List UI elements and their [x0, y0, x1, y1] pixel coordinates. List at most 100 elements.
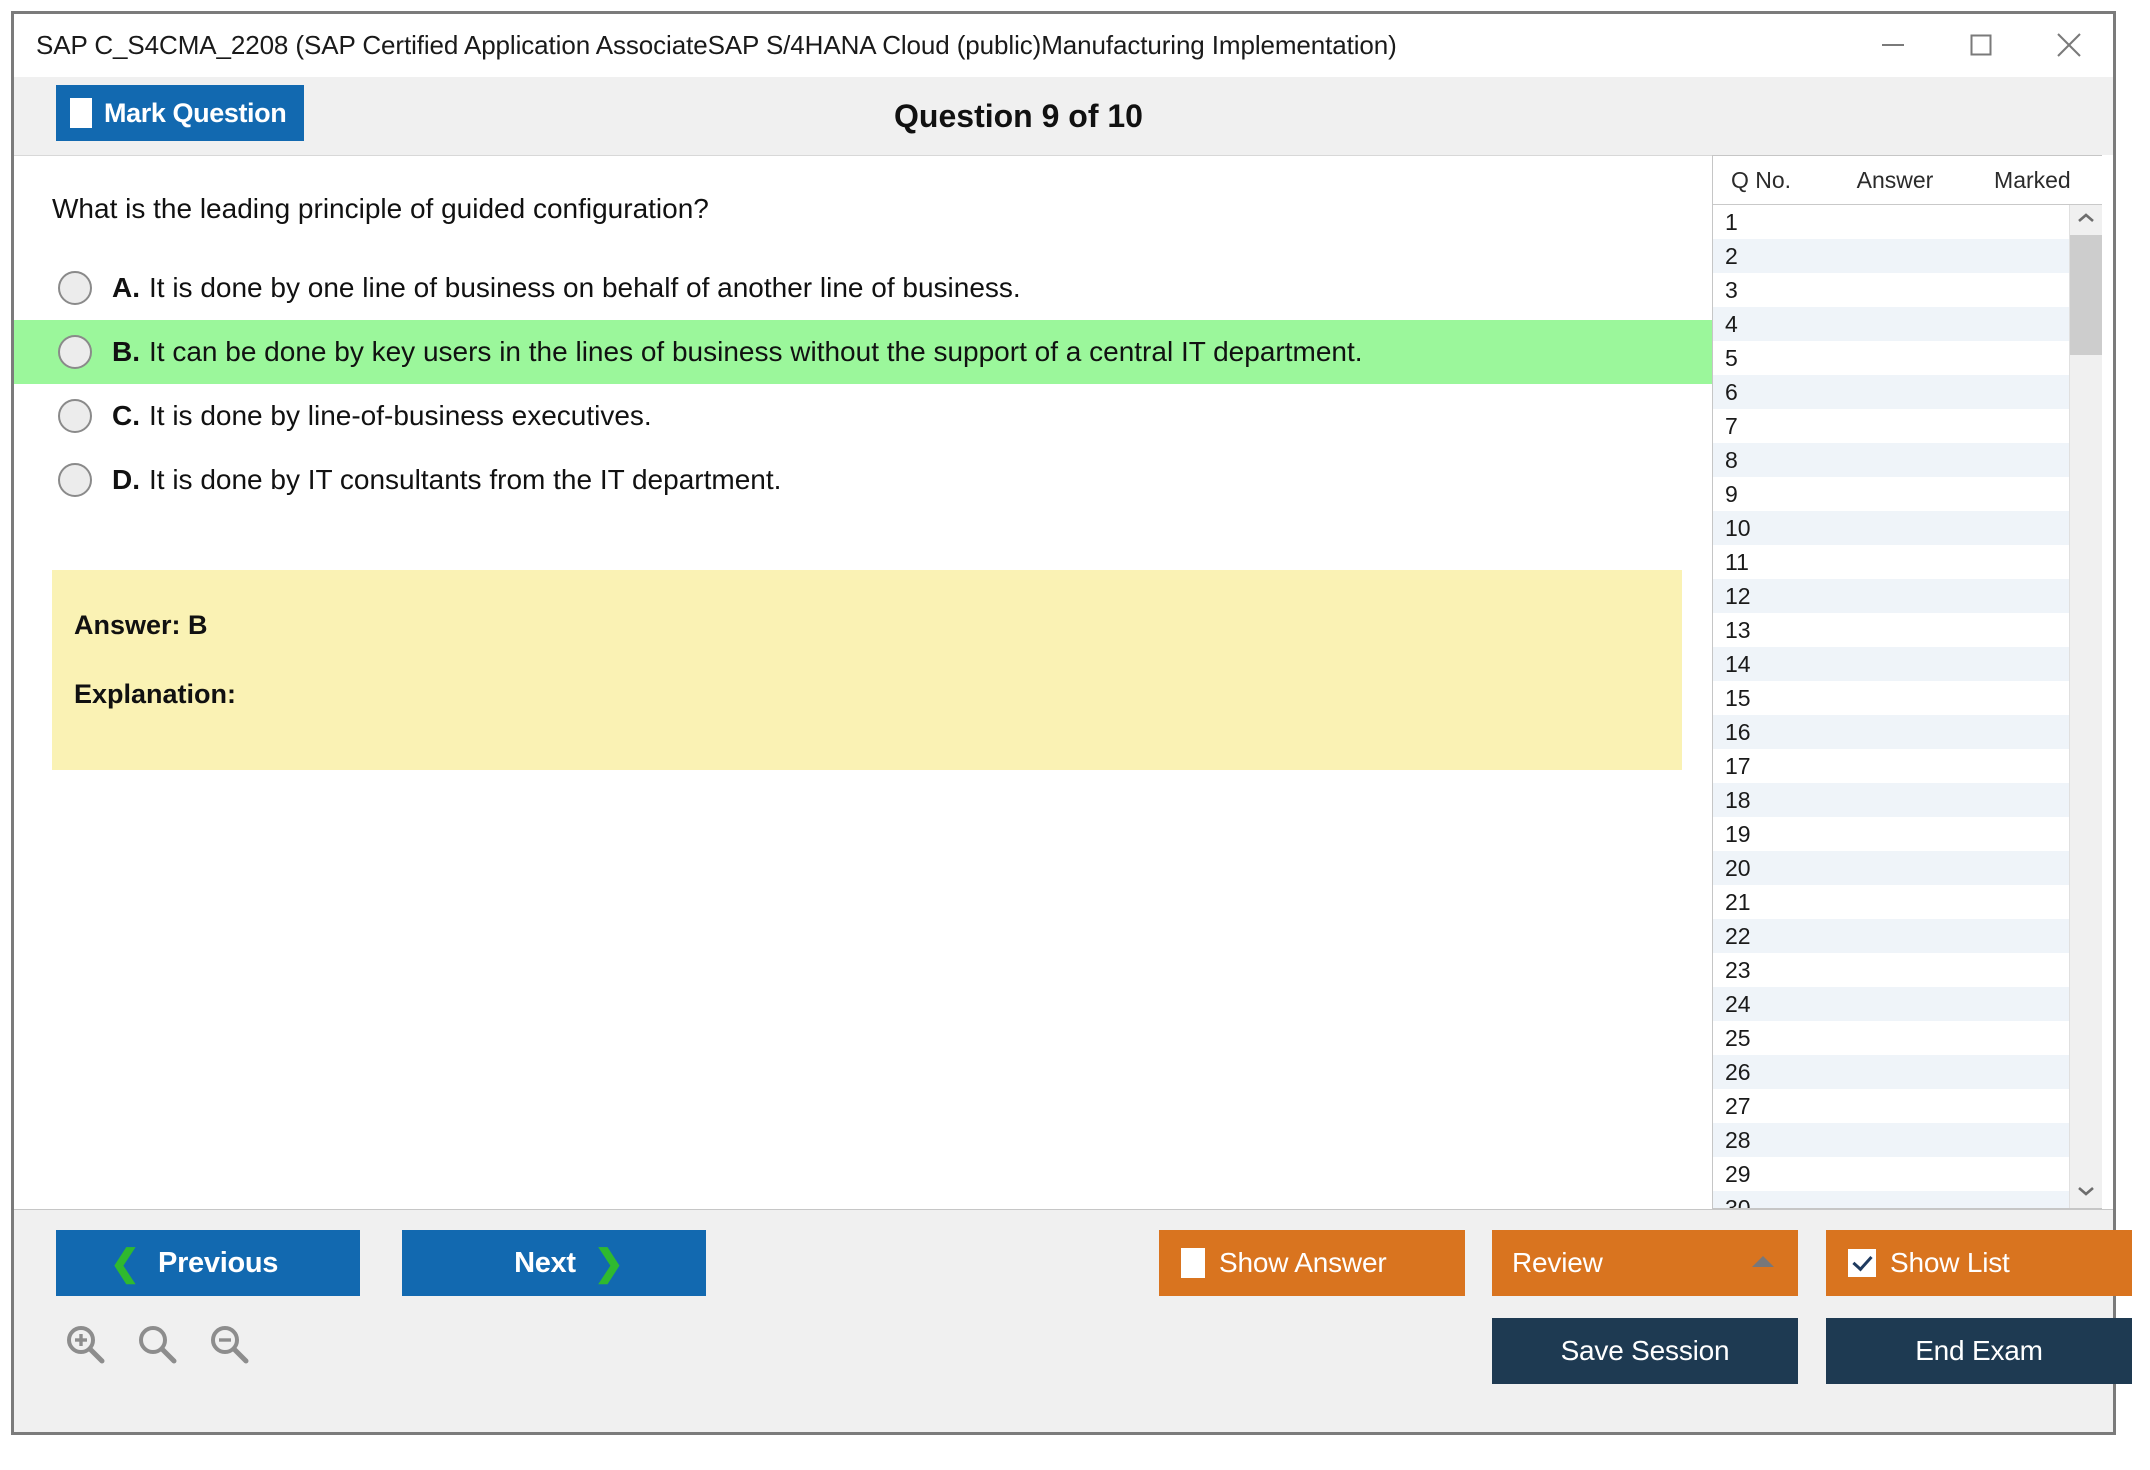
question-list-row[interactable]: 7 [1713, 409, 2069, 443]
maximize-icon [1969, 33, 1993, 57]
question-list-row[interactable]: 2 [1713, 239, 2069, 273]
mark-question-label: Mark Question [104, 97, 287, 128]
answer-option-a[interactable]: A. It is done by one line of business on… [14, 256, 1712, 320]
mark-question-checkbox-icon[interactable] [70, 98, 92, 128]
show-answer-label: Show Answer [1219, 1247, 1387, 1278]
question-list-row-number: 3 [1725, 276, 1738, 303]
show-list-button[interactable]: Show List [1826, 1230, 2132, 1296]
question-list-row[interactable]: 4 [1713, 307, 2069, 341]
question-list-row[interactable]: 20 [1713, 851, 2069, 885]
question-list-row-number: 14 [1725, 650, 1751, 677]
show-answer-checkbox-icon[interactable] [1181, 1248, 1205, 1278]
review-dropdown[interactable]: Review [1492, 1230, 1798, 1296]
question-list-row-number: 13 [1725, 616, 1751, 643]
question-list-row[interactable]: 27 [1713, 1089, 2069, 1123]
question-list-row[interactable]: 26 [1713, 1055, 2069, 1089]
question-list-row[interactable]: 14 [1713, 647, 2069, 681]
question-list-row[interactable]: 3 [1713, 273, 2069, 307]
question-list-rows[interactable]: 1 2 3 4 5 6 7 8 9 10 11 12 13 14 15 16 17 18 19 20 21 22 23 24 2… [1713, 205, 2069, 1208]
show-list-checkbox-icon[interactable] [1848, 1249, 1876, 1277]
scroll-up-button[interactable] [2070, 205, 2102, 235]
chevron-left-icon: ❮ [109, 1242, 141, 1283]
radio-icon-c[interactable] [58, 398, 92, 433]
save-session-label: Save Session [1560, 1335, 1730, 1366]
explanation-box: Answer: B Explanation: [52, 569, 1682, 770]
question-list-row[interactable]: 16 [1713, 715, 2069, 749]
question-list-row[interactable]: 9 [1713, 477, 2069, 511]
question-list-row-number: 8 [1725, 446, 1738, 473]
question-list-row[interactable]: 23 [1713, 953, 2069, 987]
title-bar: SAP C_S4CMA_2208 (SAP Certified Applicat… [14, 14, 2113, 77]
question-list-row[interactable]: 29 [1713, 1157, 2069, 1191]
caret-up-icon [1750, 1253, 1776, 1274]
radio-icon-d[interactable] [58, 462, 92, 497]
question-list-row[interactable]: 11 [1713, 545, 2069, 579]
question-pane: What is the leading principle of guided … [14, 155, 1712, 1209]
column-header-answer: Answer [1856, 166, 1934, 193]
minimize-button[interactable] [1849, 14, 1937, 76]
next-button-label: Next [514, 1246, 576, 1279]
explanation-label: Explanation: [74, 678, 237, 709]
question-list-row-number: 19 [1725, 820, 1751, 847]
scroll-thumb[interactable] [2070, 235, 2102, 355]
scroll-down-button[interactable] [2070, 1178, 2102, 1208]
question-list-scrollbar[interactable] [2069, 205, 2102, 1208]
question-list-row[interactable]: 15 [1713, 681, 2069, 715]
exam-header-bar: Mark Question Question 9 of 10 [14, 77, 2113, 155]
question-list-body: 1 2 3 4 5 6 7 8 9 10 11 12 13 14 15 16 17 18 19 20 21 22 23 24 2… [1713, 205, 2102, 1208]
save-session-button[interactable]: Save Session [1492, 1318, 1798, 1384]
answer-option-d[interactable]: D. It is done by IT consultants from the… [14, 448, 1712, 512]
question-list-row-number: 6 [1725, 378, 1738, 405]
answer-option-b[interactable]: B. It can be done by key users in the li… [14, 319, 1712, 384]
radio-icon-b[interactable] [58, 334, 92, 369]
question-list-row-number: 29 [1725, 1160, 1751, 1187]
question-list-row[interactable]: 19 [1713, 817, 2069, 851]
question-list-row[interactable]: 5 [1713, 341, 2069, 375]
question-list-row-number: 7 [1725, 412, 1738, 439]
mark-question-button[interactable]: Mark Question [56, 85, 305, 141]
option-letter-b: B. [112, 335, 140, 367]
question-list-row[interactable]: 1 [1713, 205, 2069, 239]
end-exam-button[interactable]: End Exam [1826, 1318, 2132, 1384]
question-list-row[interactable]: 12 [1713, 579, 2069, 613]
question-list-row[interactable]: 13 [1713, 613, 2069, 647]
question-list-row-number: 27 [1725, 1092, 1751, 1119]
option-text-c: It is done by line-of-business executive… [149, 399, 652, 431]
question-list-row-number: 16 [1725, 718, 1751, 745]
question-list-row[interactable]: 6 [1713, 375, 2069, 409]
question-list-row[interactable]: 8 [1713, 443, 2069, 477]
answer-option-c[interactable]: C. It is done by line-of-business execut… [14, 384, 1712, 448]
question-list-row[interactable]: 18 [1713, 783, 2069, 817]
minimize-icon [1879, 36, 1907, 54]
close-button[interactable] [2025, 14, 2113, 76]
previous-button[interactable]: ❮ Previous [56, 1230, 360, 1296]
scroll-track[interactable] [2070, 235, 2102, 1178]
question-list-row[interactable]: 28 [1713, 1123, 2069, 1157]
exam-window: SAP C_S4CMA_2208 (SAP Certified Applicat… [11, 11, 2132, 1435]
maximize-button[interactable] [1937, 14, 2025, 76]
chevron-up-icon [2076, 211, 2096, 230]
question-list-header: Q No. Answer Marked [1713, 156, 2102, 205]
zoom-reset-icon[interactable] [134, 1322, 180, 1368]
zoom-in-icon[interactable] [62, 1322, 108, 1368]
question-list-row[interactable]: 21 [1713, 885, 2069, 919]
question-list-row-number: 5 [1725, 344, 1738, 371]
radio-icon-a[interactable] [58, 270, 92, 305]
bottom-toolbar: ❮ Previous Next ❯ Show Answer Review Sho… [14, 1209, 2132, 1432]
question-list-panel: Q No. Answer Marked 1 2 3 4 5 6 7 8 9 10 11 12 13 14 1… [1712, 155, 2102, 1209]
question-list-row[interactable]: 10 [1713, 511, 2069, 545]
question-list-row[interactable]: 25 [1713, 1021, 2069, 1055]
close-icon [2054, 30, 2084, 60]
next-button[interactable]: Next ❯ [402, 1230, 706, 1296]
question-list-row-number: 18 [1725, 786, 1751, 813]
end-exam-label: End Exam [1915, 1335, 2043, 1366]
question-list-row[interactable]: 17 [1713, 749, 2069, 783]
question-list-row-number: 17 [1725, 752, 1751, 779]
question-list-row[interactable]: 24 [1713, 987, 2069, 1021]
show-answer-button[interactable]: Show Answer [1159, 1230, 1465, 1296]
question-list-row-number: 21 [1725, 888, 1751, 915]
zoom-out-icon[interactable] [206, 1322, 252, 1368]
question-list-row[interactable]: 22 [1713, 919, 2069, 953]
question-list-row-number: 11 [1725, 548, 1749, 575]
question-list-row[interactable]: 30 [1713, 1191, 2069, 1208]
